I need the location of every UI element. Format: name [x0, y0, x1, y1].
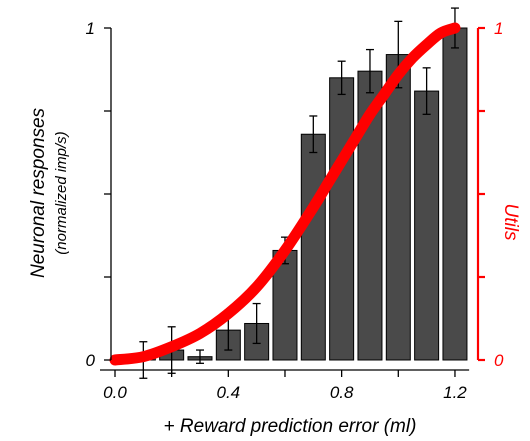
x-tick-label-0: 0.0	[103, 383, 127, 402]
utility-curve-layer	[109, 22, 461, 366]
axes	[100, 26, 485, 377]
y-axis-label: Neuronal responses	[28, 107, 49, 278]
y-tick-label-1: 1	[86, 19, 95, 38]
bar-11	[442, 27, 468, 361]
x-axis-label: + Reward prediction error (ml)	[164, 416, 417, 437]
bars	[130, 27, 468, 361]
bar-9	[385, 54, 411, 361]
x-tick-label-2: 0.8	[330, 383, 354, 402]
utility-curve	[109, 22, 461, 366]
y-axis-sublabel: (normalized imp/s)	[53, 131, 70, 254]
y2-tick-label-0: 0	[494, 351, 504, 370]
bar-6	[300, 133, 326, 361]
y-tick-label-0: 0	[86, 351, 96, 370]
labels: 0.0 0.4 0.8 1.2 0 1 0 1 + Reward prediction erro…	[28, 19, 521, 437]
x-tick-label-3: 1.2	[443, 383, 467, 402]
y2-tick-label-1: 1	[494, 19, 503, 38]
x-tick-label-1: 0.4	[216, 383, 240, 402]
y2-axis-label: Utils	[500, 204, 521, 241]
bar-10	[414, 90, 440, 361]
bar-4	[244, 322, 270, 361]
bar-7	[329, 77, 355, 361]
